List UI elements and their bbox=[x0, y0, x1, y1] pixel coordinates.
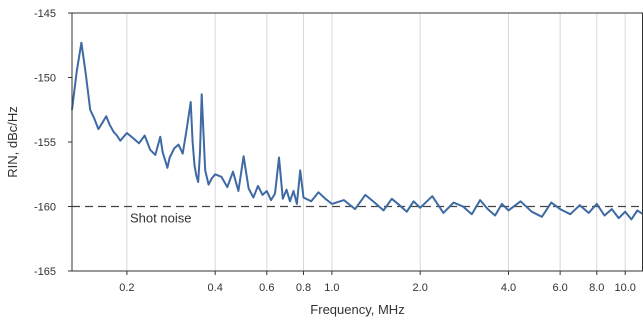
x-tick-label-8: 8.0 bbox=[589, 282, 604, 294]
x-tick-label-6: 4.0 bbox=[501, 282, 516, 294]
x-tick-label-4: 1.0 bbox=[324, 282, 339, 294]
reference-line-label: Shot noise bbox=[130, 211, 191, 226]
y-tick-label-4: -145 bbox=[34, 8, 56, 20]
x-axis-label: Frequency, MHz bbox=[310, 302, 404, 317]
x-tick-label-9: 10.0 bbox=[614, 282, 635, 294]
x-axis: 0.2 0.4 0.6 0.8 1.0 2.0 4.0 6.0 8.0 10.0 bbox=[119, 271, 636, 294]
x-tick-label-3: 0.8 bbox=[296, 282, 311, 294]
y-tick-label-2: -155 bbox=[34, 137, 56, 149]
y-axis-label: RIN, dBc/Hz bbox=[5, 106, 20, 178]
y-tick-label-3: -150 bbox=[34, 73, 56, 85]
x-tick-label-0: 0.2 bbox=[119, 282, 134, 294]
y-tick-label-0: -165 bbox=[34, 266, 56, 278]
x-tick-label-7: 6.0 bbox=[552, 282, 567, 294]
x-tick-label-5: 2.0 bbox=[413, 282, 428, 294]
y-tick-label-1: -160 bbox=[34, 202, 56, 214]
series-rin-line bbox=[71, 41, 643, 221]
y-axis: -165 -160 -155 -150 -145 bbox=[34, 8, 72, 278]
x-tick-label-1: 0.4 bbox=[208, 282, 223, 294]
grid-lines bbox=[126, 13, 626, 271]
x-tick-label-2: 0.6 bbox=[259, 282, 274, 294]
plot-area-frame bbox=[71, 12, 643, 272]
